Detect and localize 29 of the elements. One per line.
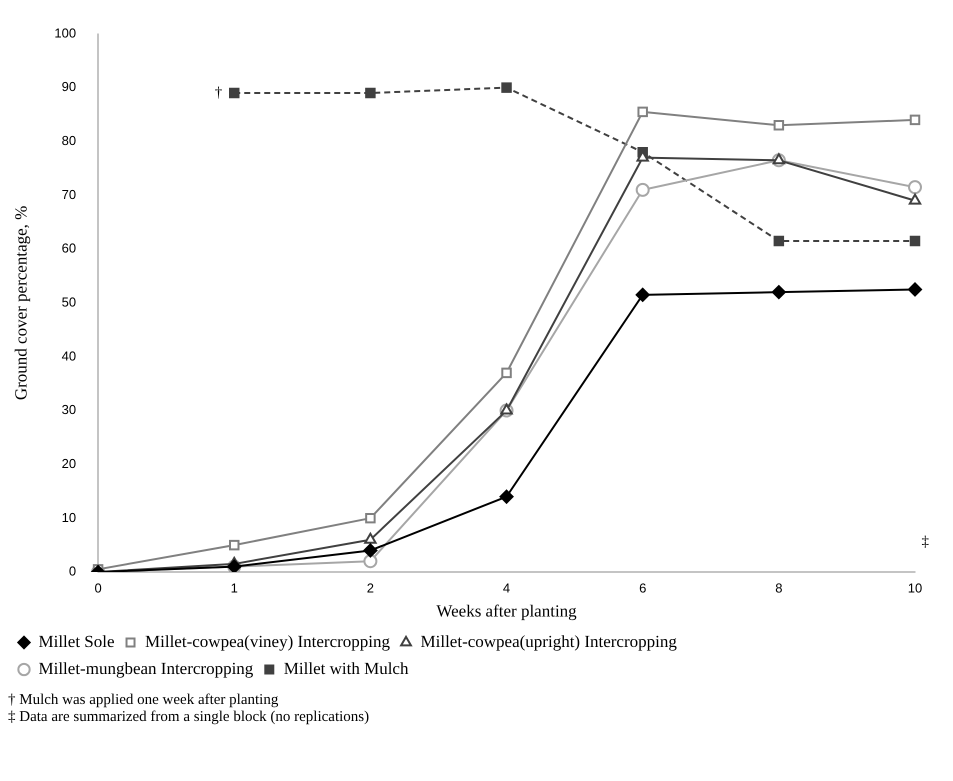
- y-tick-label: 20: [62, 456, 76, 471]
- x-tick-label: 8: [775, 580, 782, 596]
- y-tick-label: 40: [62, 348, 76, 364]
- legend-label: Millet with Mulch: [284, 658, 409, 678]
- annotation: †: [214, 84, 223, 101]
- y-tick-label: 70: [62, 186, 76, 202]
- x-tick-label: 4: [502, 580, 510, 596]
- y-tick-label: 80: [62, 133, 76, 148]
- legend-label: Millet-cowpea(viney) Intercropping: [145, 632, 391, 651]
- y-tick-label: 50: [62, 294, 76, 310]
- y-tick-label: 100: [54, 25, 76, 40]
- y-tick-label: 60: [62, 240, 76, 256]
- legend-label: Millet Sole: [38, 632, 115, 651]
- text: ‡ Data are summarized from a single block (no replications): [8, 709, 370, 726]
- x-tick-label: 1: [230, 580, 238, 596]
- legend-label: Millet-cowpea(upright) Intercropping: [420, 632, 678, 651]
- x-axis-title: Weeks after planting: [436, 601, 578, 620]
- x-tick-label: 6: [639, 580, 646, 596]
- text: † Mulch was applied one week after planting: [8, 692, 280, 709]
- x-tick-label: 2: [366, 580, 374, 596]
- y-axis-title: Ground cover percentage, %: [12, 206, 31, 400]
- y-tick-label: 30: [62, 402, 76, 418]
- x-tick-label: 0: [94, 580, 102, 596]
- y-tick-label: 90: [62, 79, 76, 94]
- legend-label: Millet-mungbean Intercropping: [38, 658, 254, 678]
- x-tick-label: 10: [908, 580, 922, 596]
- y-tick-label: 10: [62, 510, 76, 525]
- y-tick-label: 0: [68, 564, 76, 579]
- text: ‡: [922, 534, 930, 550]
